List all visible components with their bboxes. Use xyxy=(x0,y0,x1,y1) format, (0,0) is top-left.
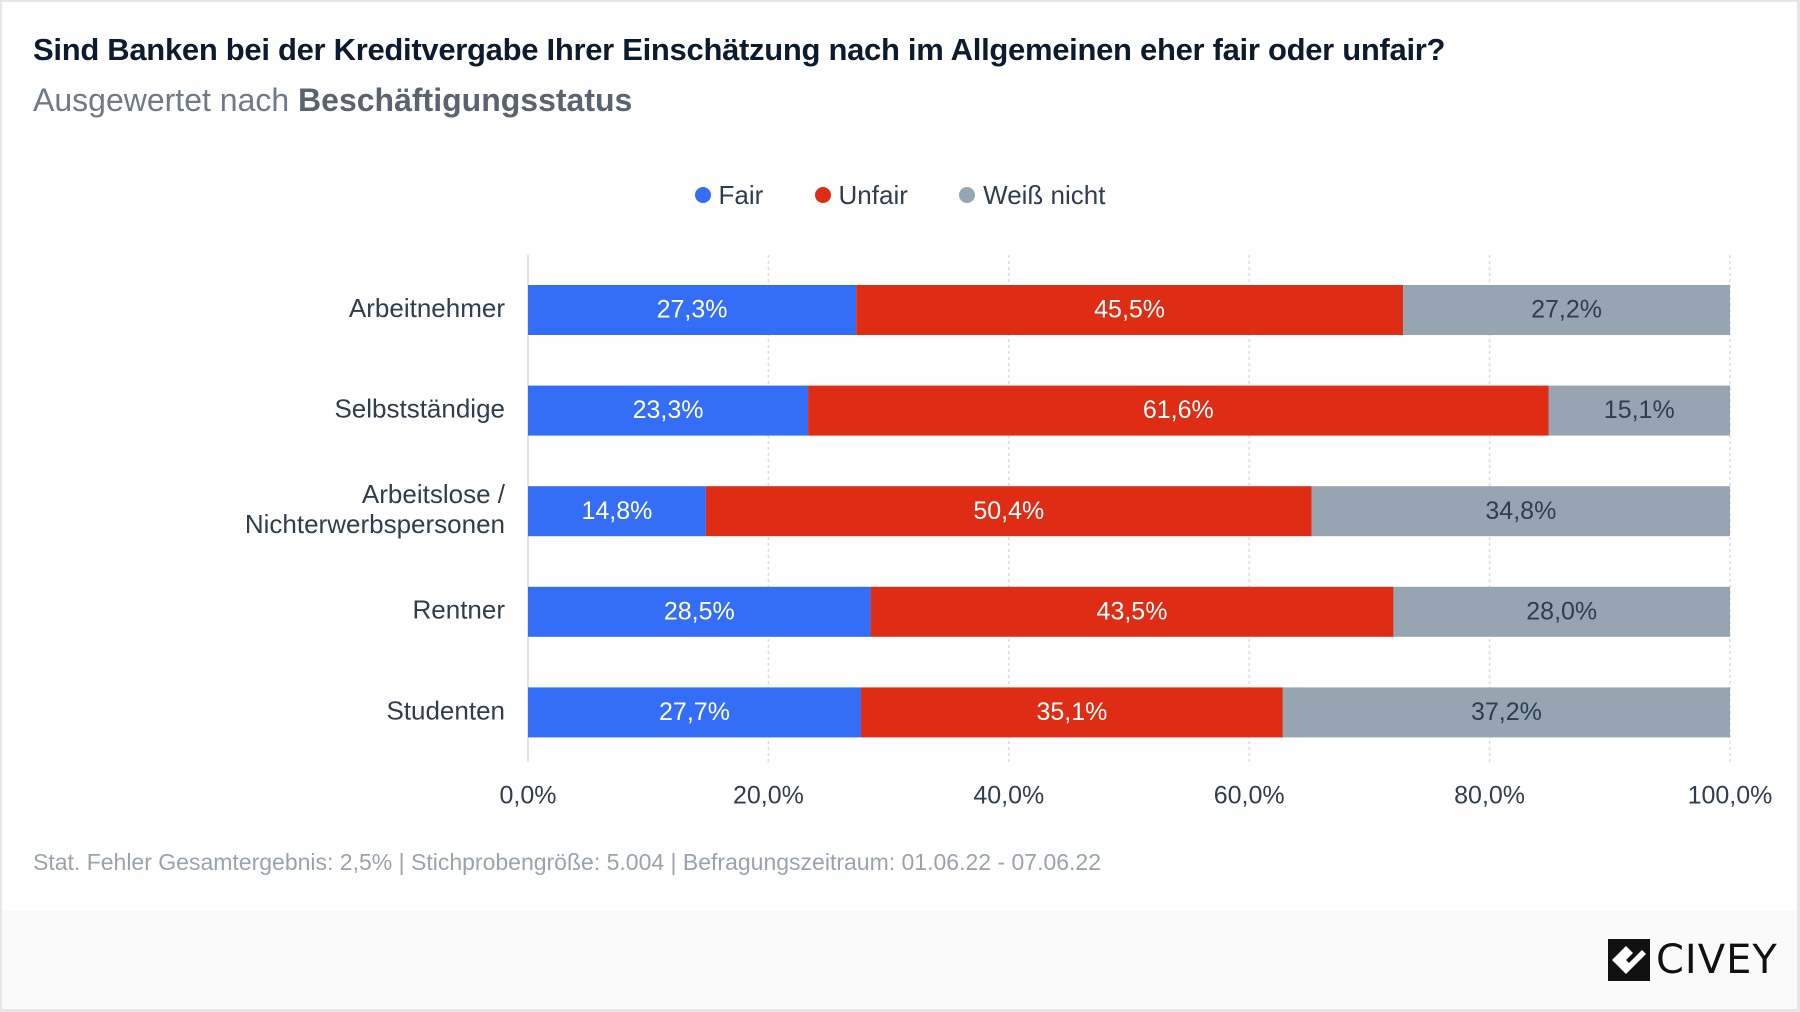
x-tick-label: 100,0% xyxy=(1688,782,1773,810)
data-label: 23,3% xyxy=(633,396,704,424)
category-label: Selbstständige xyxy=(334,393,505,423)
bar-segment-wei-nicht xyxy=(1393,586,1730,637)
bar-segment-unfair xyxy=(808,385,1549,436)
bar-segment-wei-nicht xyxy=(1282,687,1730,738)
bar-segment-unfair xyxy=(856,285,1404,335)
civey-logo-mark-icon xyxy=(1608,939,1650,981)
data-label: 37,2% xyxy=(1471,698,1542,726)
bar-segment-unfair xyxy=(705,486,1312,537)
footer-band xyxy=(2,910,1797,1009)
bar-segment-unfair xyxy=(870,586,1394,637)
legend-dot-fair-icon xyxy=(694,187,711,203)
category-label: Arbeitnehmer xyxy=(349,293,505,323)
x-tick-label: 0,0% xyxy=(500,782,557,810)
legend-label: Fair xyxy=(718,180,764,210)
x-tick-label: 20,0% xyxy=(733,782,804,810)
chart-title: Sind Banken bei der Kreditvergabe Ihrer … xyxy=(33,32,1446,67)
legend-dot-weiss-nicht-icon xyxy=(959,187,976,203)
x-tick-label: 40,0% xyxy=(973,782,1044,810)
data-label: 28,0% xyxy=(1526,597,1597,625)
bar-segment-wei-nicht xyxy=(1548,385,1730,436)
category-label: Rentner xyxy=(413,595,506,625)
category-label: Nichterwerbspersonen xyxy=(245,509,505,539)
legend-label: Weiß nicht xyxy=(983,180,1106,210)
chart-subtitle: Ausgewertet nach Beschäftigungsstatus xyxy=(33,82,632,119)
category-label: Arbeitslose / xyxy=(362,479,506,509)
bar-segment-fair xyxy=(528,687,861,738)
legend-item-fair[interactable]: Fair xyxy=(694,180,764,211)
methodology-note: Stat. Fehler Gesamtergebnis: 2,5% | Stic… xyxy=(33,849,1102,875)
bar-segment-wei-nicht xyxy=(1311,486,1730,537)
legend-dot-unfair-icon xyxy=(814,187,831,203)
data-label: 27,2% xyxy=(1531,296,1602,324)
x-tick-label: 80,0% xyxy=(1454,782,1525,810)
legend-item-weiss-nicht[interactable]: Weiß nicht xyxy=(959,180,1105,211)
data-label: 28,5% xyxy=(664,597,735,625)
data-label: 61,6% xyxy=(1143,396,1214,424)
subtitle-dimension: Beschäftigungsstatus xyxy=(298,82,633,118)
data-label: 15,1% xyxy=(1604,396,1675,424)
x-tick-label: 60,0% xyxy=(1214,782,1285,810)
subtitle-prefix: Ausgewertet nach xyxy=(33,82,299,118)
data-label: 27,7% xyxy=(659,698,730,726)
legend-item-unfair[interactable]: Unfair xyxy=(814,180,908,211)
data-label: 45,5% xyxy=(1094,296,1165,324)
category-label: Studenten xyxy=(386,695,505,725)
civey-logo: CIVEY xyxy=(1608,937,1778,983)
data-label: 34,8% xyxy=(1485,497,1556,525)
data-label: 35,1% xyxy=(1036,698,1107,726)
bar-segment-fair xyxy=(528,586,871,637)
bar-segment-wei-nicht xyxy=(1403,285,1730,335)
data-label: 43,5% xyxy=(1097,597,1168,625)
data-label: 27,3% xyxy=(657,296,728,324)
civey-logo-text: CIVEY xyxy=(1656,937,1778,983)
bar-segment-fair xyxy=(528,385,809,436)
data-label: 50,4% xyxy=(973,497,1044,525)
legend: Fair Unfair Weiß nicht xyxy=(0,180,1800,211)
data-label: 14,8% xyxy=(582,497,653,525)
bar-segment-unfair xyxy=(860,687,1283,738)
bar-segment-fair xyxy=(528,486,706,537)
legend-label: Unfair xyxy=(838,180,908,210)
bar-segment-fair xyxy=(528,285,857,335)
